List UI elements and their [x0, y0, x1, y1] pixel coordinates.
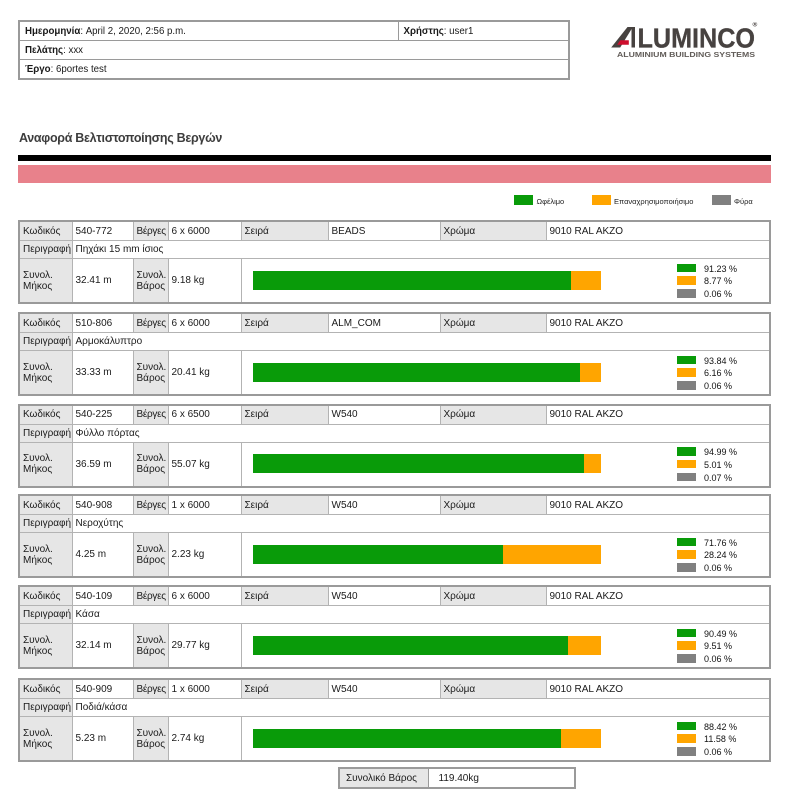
svg-text:LUMINCO: LUMINCO — [638, 23, 756, 54]
svg-text:ALUMINIUM BUILDING SYSTEMS: ALUMINIUM BUILDING SYSTEMS — [617, 50, 755, 59]
svg-text:®: ® — [753, 21, 758, 29]
